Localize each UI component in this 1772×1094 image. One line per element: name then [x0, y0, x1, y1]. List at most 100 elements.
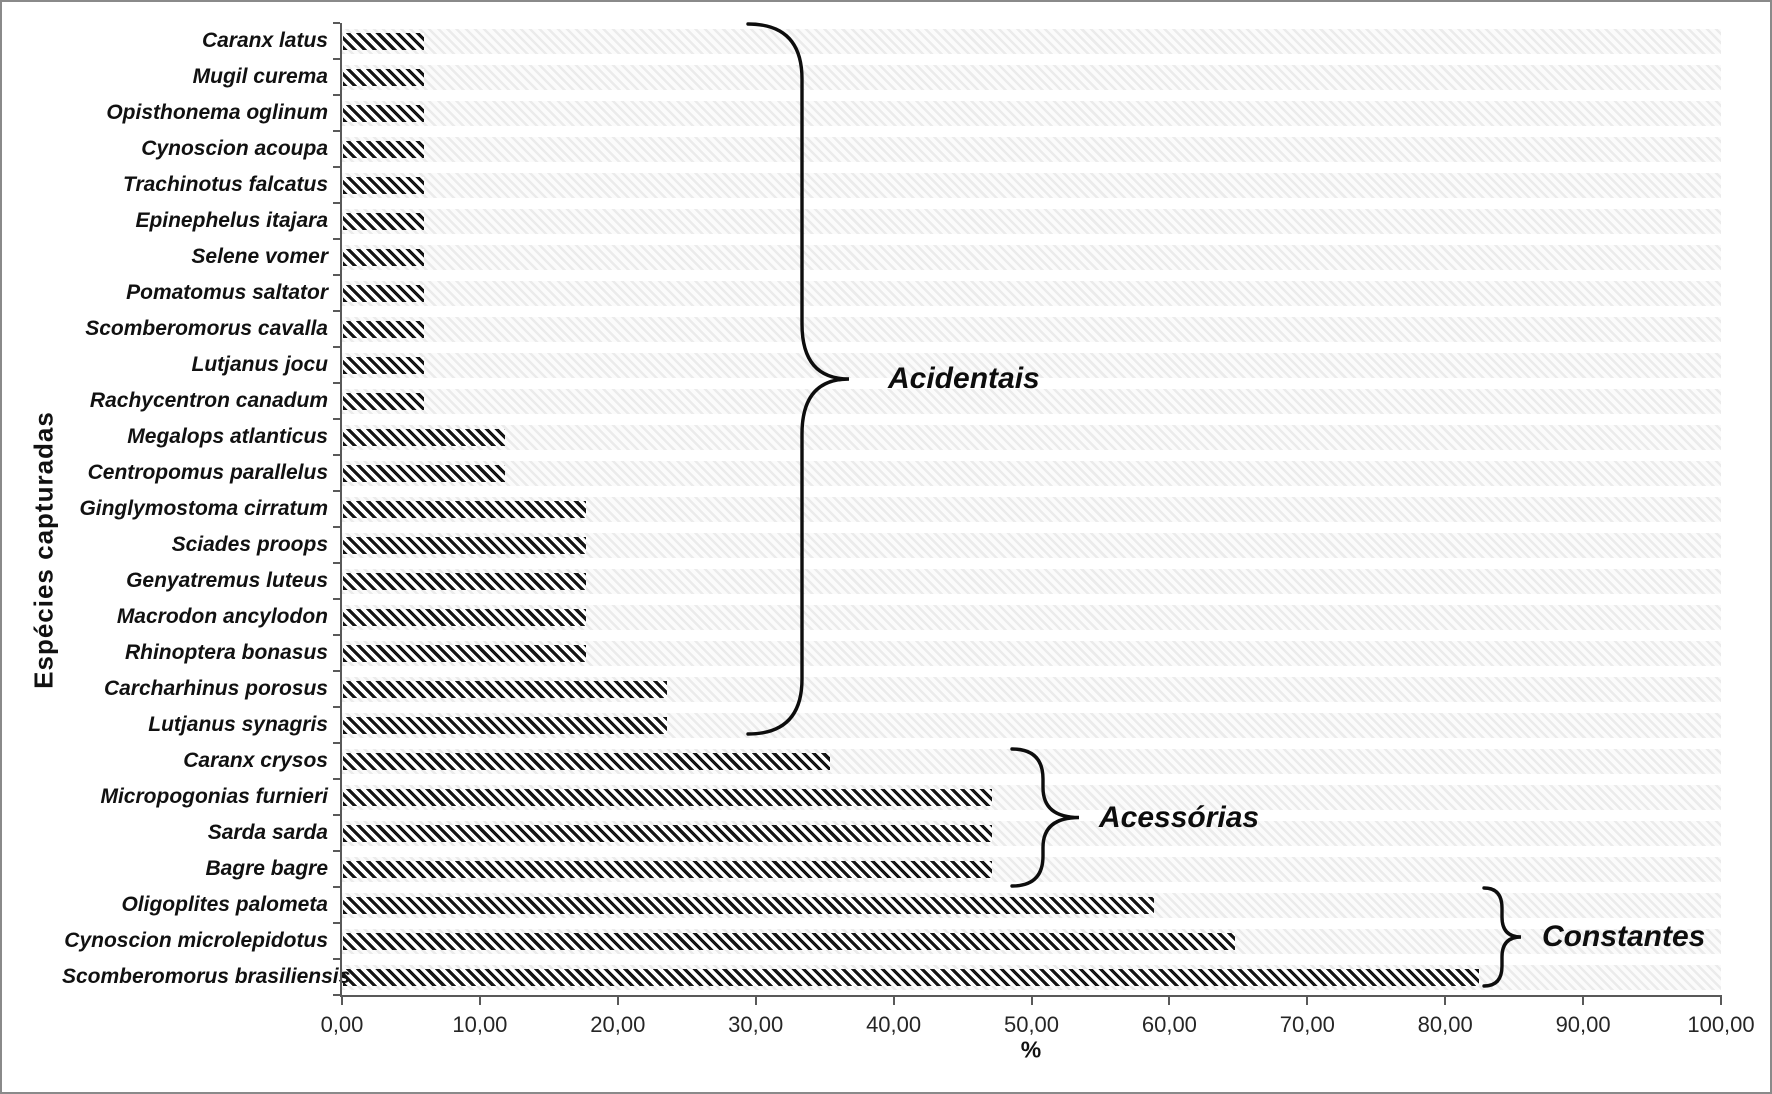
species-bar — [343, 104, 424, 122]
y-axis-tick — [333, 670, 340, 672]
y-axis-tick — [333, 562, 340, 564]
species-bar — [343, 500, 586, 518]
species-bar — [343, 392, 424, 410]
species-row-band — [342, 64, 1721, 90]
species-row-band — [342, 316, 1721, 342]
species-label: Rhinoptera bonasus — [124, 641, 328, 664]
species-label: Cynoscion acoupa — [141, 137, 328, 160]
species-label: Genyatremus luteus — [126, 569, 328, 592]
y-axis-tick — [333, 634, 340, 636]
species-label: Caranx crysos — [183, 749, 328, 772]
species-row-band — [342, 388, 1721, 414]
species-bar — [343, 212, 424, 230]
y-axis-tick — [333, 922, 340, 924]
x-axis-tick — [1030, 997, 1033, 1005]
species-bar — [343, 608, 586, 626]
x-tick-label: 90,00 — [1555, 1012, 1611, 1037]
x-tick-label: 10,00 — [452, 1012, 508, 1037]
x-axis-tick — [754, 997, 757, 1005]
species-label: Trachinotus falcatus — [123, 173, 328, 196]
species-label: Ginglymostoma cirratum — [79, 497, 328, 520]
species-bar — [343, 968, 1479, 986]
species-label: Rachycentron canadum — [89, 389, 328, 412]
y-axis-tick — [333, 742, 340, 744]
y-axis-tick — [333, 94, 340, 96]
species-bar — [343, 824, 992, 842]
y-axis-tick — [333, 490, 340, 492]
species-row-band — [342, 100, 1721, 126]
y-axis-tick — [333, 346, 340, 348]
species-label: Opisthonema oglinum — [106, 101, 328, 124]
x-tick-label: 80,00 — [1417, 1012, 1473, 1037]
species-bar — [343, 572, 586, 590]
x-axis-tick — [478, 997, 481, 1005]
y-axis-tick — [333, 274, 340, 276]
x-axis-tick — [1168, 997, 1171, 1005]
species-bar — [343, 788, 992, 806]
species-row-band — [342, 244, 1721, 270]
species-bar — [343, 356, 424, 374]
y-axis-title: Espécies capturadas — [28, 411, 59, 689]
y-axis-tick — [333, 958, 340, 960]
species-label: Megalops atlanticus — [127, 425, 328, 448]
x-tick-label: 60,00 — [1141, 1012, 1197, 1037]
x-tick-label: 70,00 — [1279, 1012, 1335, 1037]
species-bar — [343, 284, 424, 302]
species-label: Selene vomer — [191, 245, 328, 268]
species-label: Sarda sarda — [207, 821, 328, 844]
y-axis-tick — [333, 886, 340, 888]
x-axis-tick — [341, 997, 343, 1005]
species-bar — [343, 140, 424, 158]
species-bar — [343, 536, 586, 554]
y-axis-tick — [333, 418, 340, 420]
species-bar — [343, 176, 424, 194]
x-tick-label: 40,00 — [866, 1012, 922, 1037]
y-axis-tick — [333, 238, 340, 240]
y-axis-tick — [333, 526, 340, 528]
x-axis-tick — [1444, 997, 1447, 1005]
y-axis-tick — [333, 166, 340, 168]
x-tick-label: 30,00 — [728, 1012, 784, 1037]
species-bar — [343, 932, 1235, 950]
y-axis-tick — [333, 814, 340, 816]
y-axis-tick — [333, 994, 340, 996]
species-bar — [343, 896, 1154, 914]
species-bar — [343, 680, 667, 698]
species-row-band — [342, 352, 1721, 378]
x-tick-label: 0,00 — [320, 1012, 364, 1037]
species-label: Bagre bagre — [205, 857, 328, 880]
y-axis-tick — [333, 598, 340, 600]
y-axis-tick — [333, 778, 340, 780]
x-axis-title: % — [1020, 1036, 1042, 1063]
species-label: Scomberomorus brasiliensis — [62, 965, 351, 988]
species-bar — [343, 716, 667, 734]
species-bar — [343, 32, 424, 50]
species-bar — [343, 860, 992, 878]
x-tick-label: 50,00 — [1003, 1012, 1060, 1037]
species-label: Lutjanus jocu — [191, 353, 329, 376]
species-bar — [343, 644, 586, 662]
x-tick-label: 100,00 — [1687, 1012, 1755, 1037]
species-bar — [343, 752, 830, 770]
species-label: Macrodon ancylodon — [116, 605, 328, 628]
species-bar — [343, 428, 505, 446]
species-label: Lutjanus synagris — [148, 713, 328, 736]
species-label: Sciades proops — [171, 533, 328, 556]
species-bar — [343, 248, 424, 266]
y-axis-tick — [333, 310, 340, 312]
species-row-band — [342, 208, 1721, 234]
x-axis-tick — [1582, 997, 1585, 1005]
x-axis-tick — [892, 997, 895, 1005]
species-bar — [343, 68, 424, 86]
x-axis-line — [340, 995, 1722, 997]
y-axis-tick — [333, 454, 340, 456]
species-row-band — [342, 136, 1721, 162]
y-axis-tick — [333, 706, 340, 708]
y-axis-tick — [333, 382, 340, 384]
y-axis-tick — [333, 22, 340, 24]
species-label: Mugil curema — [192, 65, 328, 88]
species-label: Micropogonias furnieri — [100, 785, 328, 808]
y-axis-tick — [333, 58, 340, 60]
species-label: Caranx latus — [201, 29, 328, 52]
